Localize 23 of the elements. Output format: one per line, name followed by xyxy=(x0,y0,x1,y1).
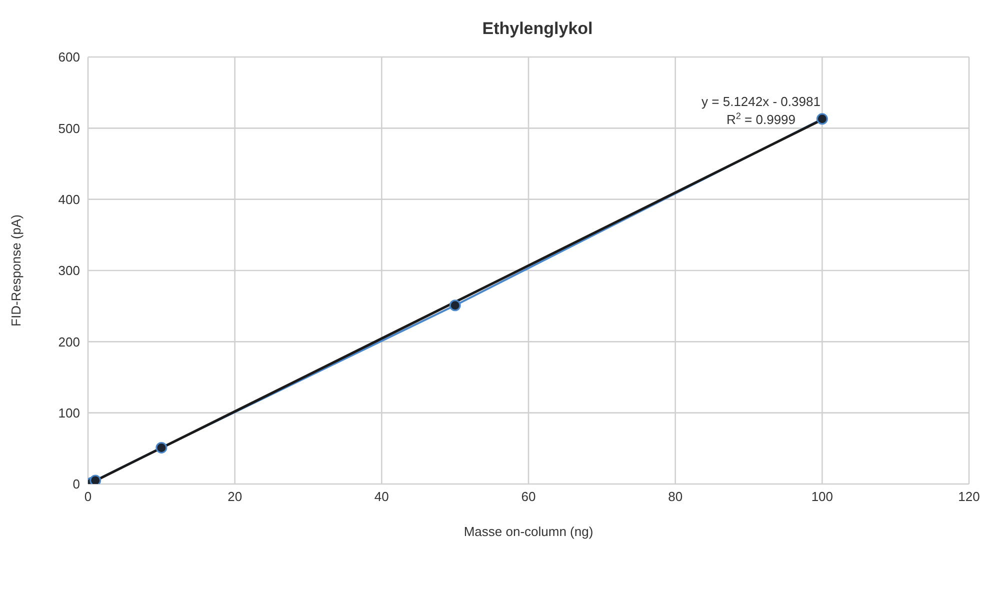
annotation: R$^{2}$ = 0.9999 xyxy=(726,111,796,127)
x-tick-label: 40 xyxy=(374,489,389,504)
x-tick-label: 0 xyxy=(84,489,92,504)
y-axis-title: FID-Response (pA) xyxy=(8,214,24,326)
x-axis-title: Masse on-column (ng) xyxy=(464,524,594,539)
point xyxy=(90,474,102,484)
y-tick-label: 200 xyxy=(58,334,80,350)
y-tick-label: 500 xyxy=(58,120,80,136)
y-tick-label: 300 xyxy=(58,263,80,278)
y-tick-label: 0 xyxy=(72,476,80,492)
point xyxy=(156,442,168,454)
point xyxy=(449,300,461,312)
chart-title: Ethylenglykol xyxy=(482,19,593,38)
y-tick-label: 600 xyxy=(58,50,80,65)
x-tick-label: 80 xyxy=(668,489,683,504)
y-tick-label: 400 xyxy=(58,192,80,207)
annotation: y = 5.1242x - 0.3981 xyxy=(702,94,820,109)
x-tick-label: 100 xyxy=(811,489,834,504)
x-tick-label: 20 xyxy=(228,489,242,504)
point xyxy=(816,113,828,125)
y-tick-label: 100 xyxy=(58,405,80,420)
x-tick-label: 120 xyxy=(958,489,980,504)
x-tick-label: 60 xyxy=(521,489,536,504)
